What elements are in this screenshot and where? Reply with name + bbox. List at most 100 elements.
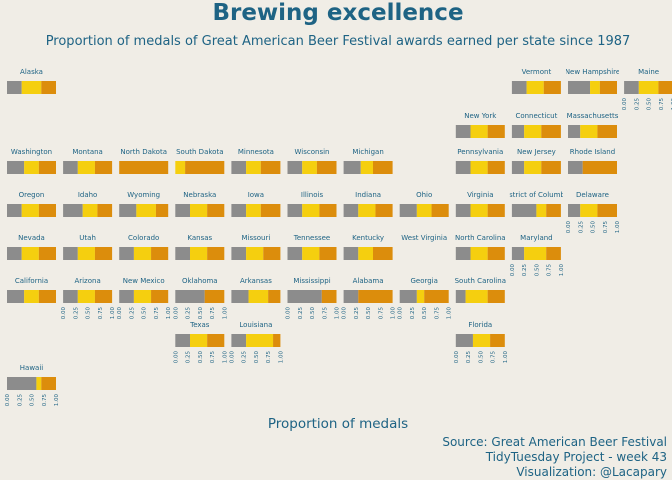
bar-alaska-bronze [7,81,22,94]
bar-kansas-silver [190,247,208,260]
bar-vermont-silver [526,81,544,94]
tick-label-arizona-0: 0.00 [61,307,67,320]
bar-ohio-bronze [399,204,417,217]
bar-idaho-gold [97,204,113,217]
tick-label-oklahoma-0: 0.00 [173,307,179,320]
bar-tennessee-bronze [287,247,303,260]
state-label-oregon: Oregon [19,191,45,199]
bar-hawaii-silver [36,377,42,390]
state-label-vermont: Vermont [522,68,552,76]
bar-connecticut-gold [541,125,561,138]
bar-illinois-silver [302,204,320,217]
bar-mississippi-gold [321,290,337,303]
bar-massachusetts-bronze [568,125,581,138]
bar-maine-silver [638,81,659,94]
bar-utah-gold [94,247,113,260]
tick-label-new-mexico-0: 0.00 [117,307,123,320]
bar-south-carolina-gold [487,290,505,303]
bar-oklahoma-gold [204,290,225,303]
state-label-new-hampshire: New Hampshire [565,68,620,76]
tick-label-florida-1: 0.25 [466,351,472,364]
bar-florida-bronze [455,334,473,347]
tick-label-louisiana-2: 0.50 [254,351,260,364]
bar-district-of-columbia-bronze [511,204,537,217]
state-label-colorado: Colorado [128,234,159,242]
bar-rhode-island-bronze [568,161,583,174]
bar-arizona-gold [94,290,113,303]
tick-label-delaware-3: 0.75 [603,221,609,234]
bar-kansas-bronze [175,247,190,260]
state-label-delaware: Delaware [576,191,609,199]
tick-label-georgia-4: 1.00 [447,307,453,320]
bar-texas-silver [190,334,208,347]
bar-alaska-silver [21,81,42,94]
facet-grid: Alaska Vermont New Hampshire Maine 0.00 0.25 0… [5,68,672,406]
state-label-maryland: Maryland [520,234,552,242]
bar-district-of-columbia-gold [546,204,561,217]
bar-nevada-silver [21,247,39,260]
bar-michigan-bronze [343,161,361,174]
tick-label-arizona-1: 0.25 [73,307,79,320]
bar-alaska-gold [41,81,56,94]
bar-oklahoma-bronze [175,290,205,303]
bar-georgia-gold [424,290,449,303]
bar-new-hampshire-silver [590,81,600,94]
bar-kentucky-gold [373,247,393,260]
bar-tennessee-gold [319,247,337,260]
bar-california-silver [24,290,39,303]
tick-label-maryland-2: 0.50 [534,264,540,277]
state-label-georgia: Georgia [410,277,437,285]
state-label-minnesota: Minnesota [238,148,274,156]
tick-label-delaware-1: 0.25 [578,221,584,234]
tick-label-alabama-4: 1.00 [391,307,397,320]
tick-label-arizona-4: 1.00 [110,307,116,320]
bar-new-hampshire-bronze [568,81,591,94]
bar-colorado-silver [133,247,152,260]
bar-delaware-bronze [568,204,581,217]
tick-label-delaware-0: 0.00 [566,221,572,234]
tick-label-alabama-3: 0.75 [378,307,384,320]
bar-arizona-bronze [63,290,78,303]
bar-nebraska-bronze [175,204,190,217]
tick-label-mississippi-1: 0.25 [298,307,304,320]
state-label-rhode-island: Rhode Island [570,148,615,156]
bar-maryland-silver [524,247,547,260]
bar-massachusetts-gold [597,125,617,138]
bar-hawaii-gold [41,377,56,390]
tick-label-maryland-1: 0.25 [522,264,528,277]
caption-source: Source: Great American Beer Festival [442,435,667,449]
bar-south-carolina-bronze [455,290,466,303]
bar-colorado-bronze [119,247,134,260]
bar-new-jersey-gold [541,161,561,174]
bar-kentucky-bronze [343,247,359,260]
bar-virginia-gold [487,204,505,217]
tick-label-maryland-4: 1.00 [559,264,565,277]
bar-north-carolina-bronze [455,247,471,260]
bar-tennessee-silver [302,247,320,260]
bar-hawaii-bronze [7,377,37,390]
bar-washington-silver [24,161,39,174]
tick-label-florida-3: 0.75 [491,351,497,364]
tick-label-maine-1: 0.25 [634,98,640,111]
bar-illinois-bronze [287,204,303,217]
bar-georgia-silver [416,290,425,303]
tick-label-louisiana-1: 0.25 [242,351,248,364]
tick-label-alabama-1: 0.25 [354,307,360,320]
bar-maine-gold [658,81,672,94]
bar-new-mexico-bronze [119,290,134,303]
bar-ohio-gold [431,204,449,217]
bar-alabama-bronze [343,290,359,303]
bar-louisiana-silver [246,334,274,347]
bar-wyoming-silver [136,204,156,217]
bar-north-carolina-gold [487,247,505,260]
state-label-district-of-columbia: District of Columbia [502,191,571,199]
tick-label-delaware-4: 1.00 [615,221,621,234]
state-label-tennessee: Tennessee [293,234,330,242]
bar-maine-bronze [624,81,639,94]
bar-texas-bronze [175,334,190,347]
tick-label-oklahoma-2: 0.50 [198,307,204,320]
bar-new-hampshire-gold [599,81,617,94]
state-label-michigan: Michigan [352,148,383,156]
bar-virginia-silver [470,204,488,217]
